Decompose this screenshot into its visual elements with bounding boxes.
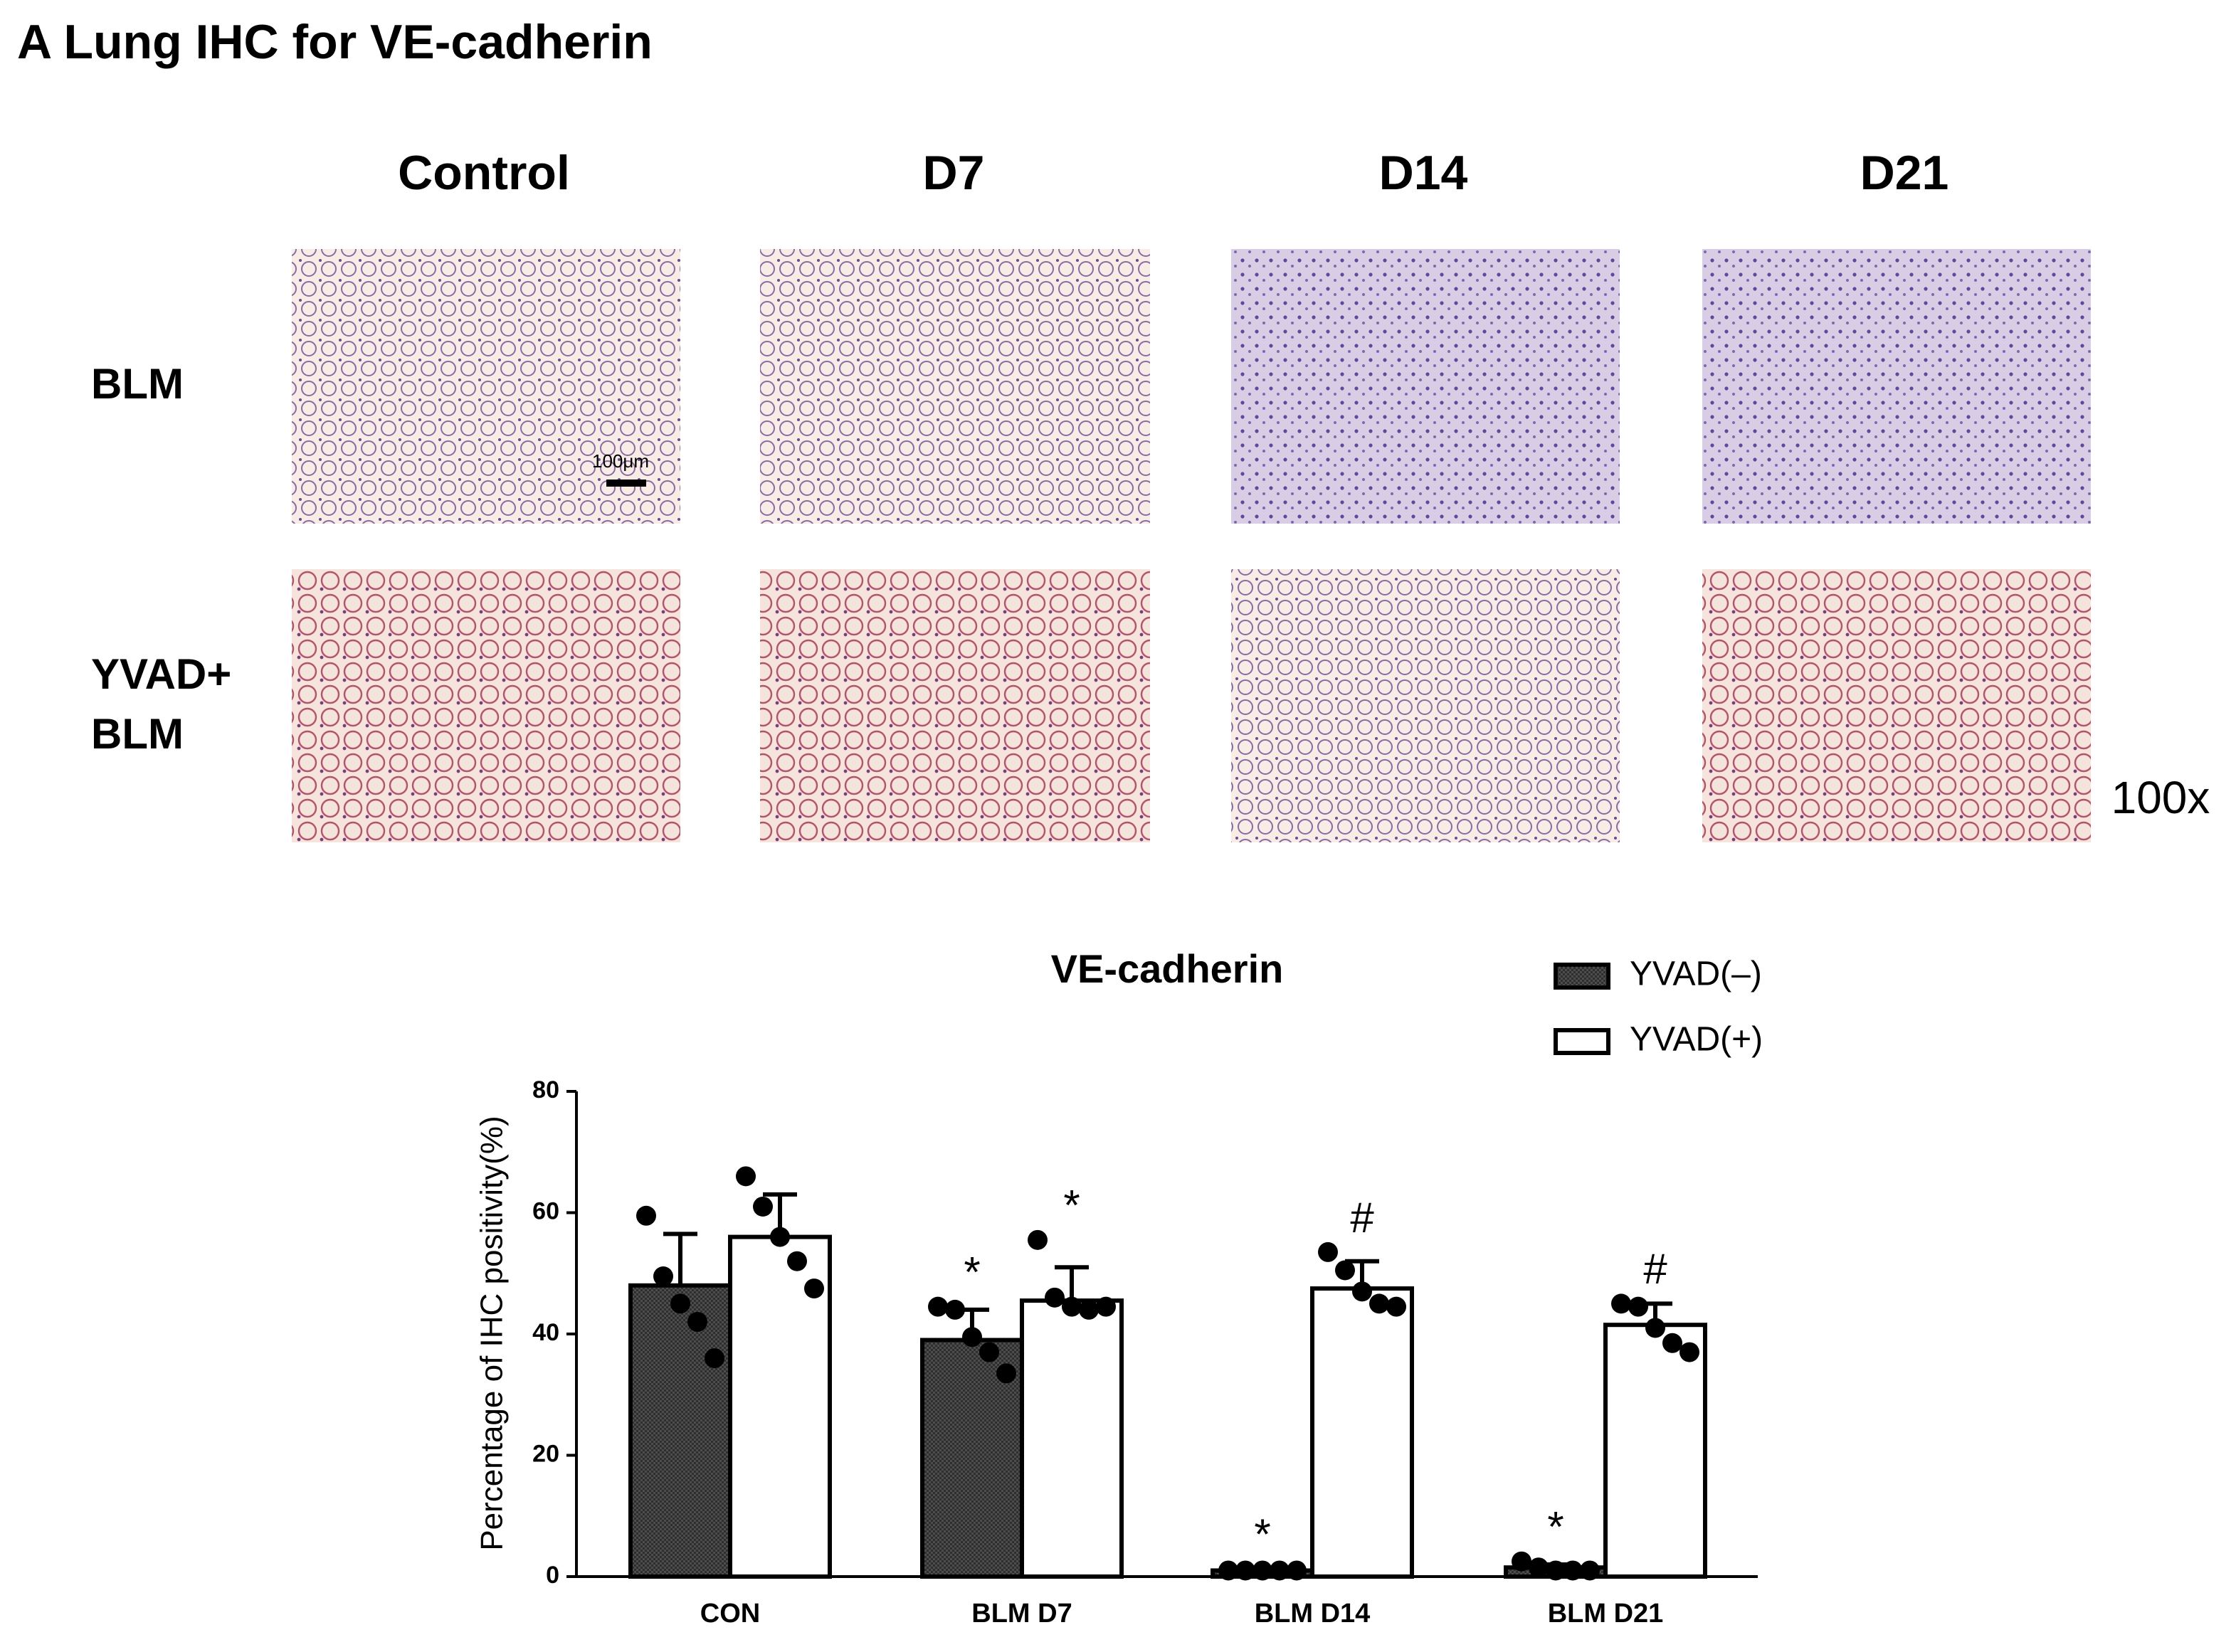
legend-label: YVAD(–) bbox=[1630, 955, 1762, 993]
data-point bbox=[962, 1327, 982, 1347]
data-point bbox=[687, 1311, 707, 1332]
y-axis-label: Percentage of IHC positivity(%) bbox=[475, 1116, 510, 1550]
data-point bbox=[1645, 1318, 1665, 1338]
data-point bbox=[1218, 1560, 1238, 1581]
data-point bbox=[1580, 1560, 1600, 1581]
significance-mark: * bbox=[1063, 1182, 1080, 1229]
figure-title: A Lung IHC for VE-cadherin bbox=[17, 15, 653, 69]
bar bbox=[1020, 1298, 1124, 1579]
bar bbox=[728, 1234, 832, 1579]
x-tick-label: CON bbox=[700, 1599, 760, 1629]
magnification: 100x bbox=[2111, 772, 2210, 823]
row-label: BLM bbox=[91, 360, 184, 408]
data-point bbox=[1386, 1296, 1406, 1317]
micrograph-panel: 100μm 100x bbox=[292, 249, 2210, 842]
legend-label: YVAD(+) bbox=[1630, 1021, 1763, 1059]
micrograph bbox=[1231, 249, 1620, 524]
data-point bbox=[1352, 1281, 1372, 1302]
significance-mark: * bbox=[1254, 1510, 1270, 1558]
data-point bbox=[1062, 1296, 1082, 1317]
chart-title: VE-cadherin bbox=[1051, 946, 1284, 991]
data-point bbox=[945, 1299, 965, 1320]
micrograph bbox=[1702, 249, 2091, 524]
data-point bbox=[653, 1266, 673, 1287]
data-point bbox=[1662, 1333, 1682, 1353]
data-point bbox=[1253, 1560, 1272, 1581]
data-point bbox=[705, 1348, 724, 1369]
micrograph bbox=[1231, 569, 1620, 842]
x-tick-label: BLM D14 bbox=[1255, 1599, 1371, 1629]
error-bar bbox=[663, 1232, 697, 1286]
data-point bbox=[1369, 1293, 1389, 1314]
data-point bbox=[1270, 1560, 1290, 1581]
row-label: BLM bbox=[91, 710, 184, 758]
data-point bbox=[670, 1293, 690, 1314]
micrograph bbox=[1702, 569, 2091, 842]
data-point bbox=[1318, 1241, 1338, 1262]
column-label: Control bbox=[398, 146, 570, 200]
bar bbox=[1310, 1286, 1414, 1579]
data-point bbox=[1028, 1229, 1048, 1250]
x-tick-label: BLM D7 bbox=[971, 1599, 1072, 1629]
data-point bbox=[1335, 1260, 1355, 1281]
data-point bbox=[1512, 1551, 1531, 1572]
x-tick-label: BLM D21 bbox=[1548, 1599, 1664, 1629]
data-point bbox=[1679, 1342, 1699, 1362]
data-point bbox=[1529, 1557, 1549, 1578]
micrograph bbox=[292, 249, 680, 524]
y-tick-label: 0 bbox=[546, 1562, 559, 1589]
scale-bar bbox=[606, 480, 646, 487]
data-point bbox=[1096, 1296, 1116, 1317]
data-point bbox=[1235, 1560, 1255, 1581]
significance-mark: # bbox=[1350, 1194, 1374, 1241]
row-label: YVAD+ bbox=[91, 650, 231, 698]
column-label: D7 bbox=[923, 146, 985, 200]
data-point bbox=[804, 1278, 824, 1299]
legend-swatch bbox=[1554, 1028, 1610, 1055]
data-point bbox=[1045, 1287, 1065, 1308]
data-point bbox=[996, 1363, 1016, 1384]
column-label: D21 bbox=[1860, 146, 1949, 200]
significance-mark: * bbox=[964, 1248, 980, 1296]
data-point bbox=[1079, 1299, 1099, 1320]
data-point bbox=[1287, 1560, 1307, 1581]
error-bar bbox=[1055, 1265, 1089, 1301]
data-point bbox=[636, 1205, 656, 1226]
data-point bbox=[1611, 1293, 1631, 1314]
data-point bbox=[770, 1227, 790, 1247]
data-point bbox=[736, 1166, 756, 1187]
y-tick-label: 60 bbox=[532, 1197, 559, 1224]
data-point bbox=[928, 1296, 948, 1317]
micrograph bbox=[760, 249, 1150, 524]
bar bbox=[1603, 1323, 1707, 1579]
data-point bbox=[1563, 1560, 1583, 1581]
micrograph bbox=[292, 569, 680, 842]
data-point bbox=[753, 1196, 773, 1217]
significance-mark: * bbox=[1547, 1503, 1563, 1551]
bar-texture bbox=[633, 1287, 728, 1574]
y-tick-label: 80 bbox=[532, 1076, 559, 1103]
y-tick-label: 40 bbox=[532, 1319, 559, 1346]
data-point bbox=[1628, 1296, 1648, 1317]
column-label: D14 bbox=[1379, 146, 1468, 200]
significance-mark: # bbox=[1643, 1245, 1667, 1293]
legend-texture bbox=[1557, 966, 1607, 986]
data-point bbox=[1546, 1560, 1566, 1581]
y-tick-label: 20 bbox=[532, 1440, 559, 1467]
data-point bbox=[979, 1342, 999, 1362]
scale-bar-label: 100μm bbox=[592, 450, 649, 472]
micrograph bbox=[760, 569, 1150, 842]
data-point bbox=[787, 1251, 807, 1271]
